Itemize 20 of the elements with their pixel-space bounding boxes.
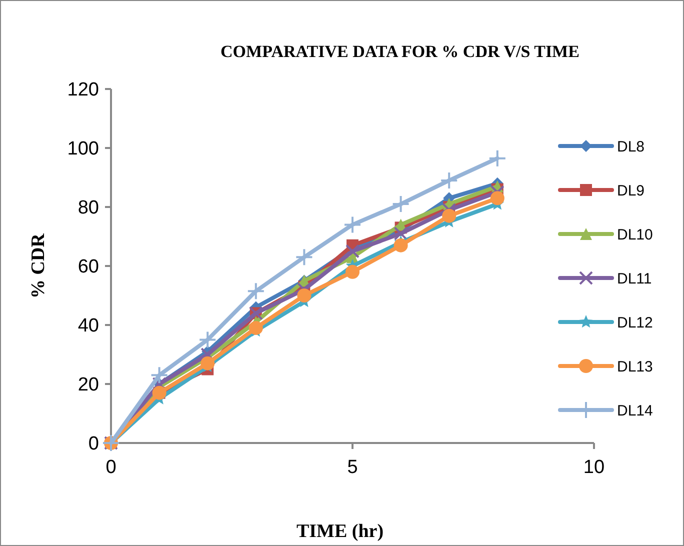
- y-tick-label: 40: [78, 316, 99, 337]
- legend-label: DL11: [617, 270, 652, 288]
- x-tick-label: 10: [583, 457, 605, 478]
- legend-label: DL8: [617, 138, 645, 156]
- y-tick-label: 20: [78, 374, 99, 396]
- x-tick-label: 0: [106, 457, 116, 478]
- y-tick-label: 80: [78, 198, 99, 219]
- y-tick-label: 60: [78, 256, 99, 278]
- x-tick-label: 5: [347, 457, 358, 478]
- legend-label: DL10: [617, 226, 653, 244]
- legend-label: DL9: [617, 182, 645, 200]
- y-tick-label: 120: [67, 80, 99, 101]
- chart-title: COMPARATIVE DATA FOR % CDR V/S TIME: [220, 42, 580, 61]
- y-axis-title: % CDR: [28, 233, 49, 298]
- x-axis-title: TIME (hr): [296, 521, 384, 542]
- y-tick-label: 0: [88, 434, 99, 455]
- legend-label: DL12: [617, 314, 653, 332]
- legend-label: DL14: [617, 402, 653, 420]
- legend-label: DL13: [617, 358, 653, 376]
- y-tick-label: 100: [67, 138, 99, 160]
